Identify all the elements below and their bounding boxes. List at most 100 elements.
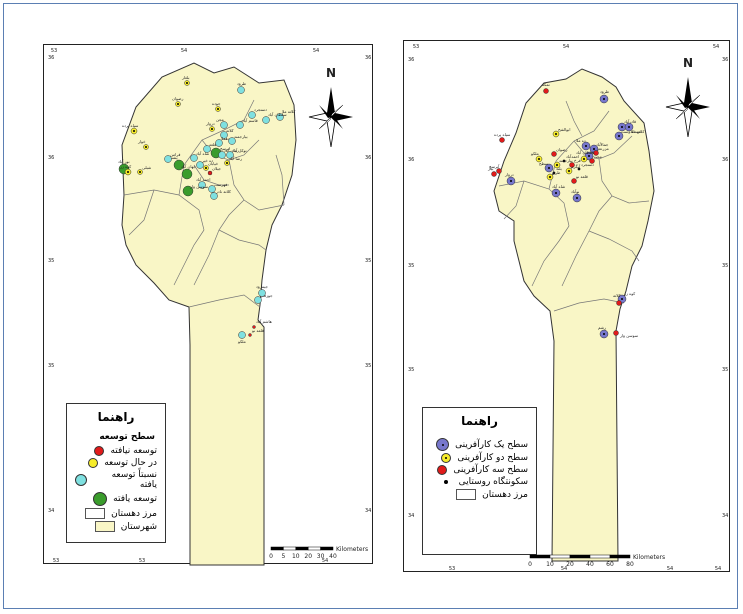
right-legend: راهنما سطح یک کارآفرینی سطح دو کارآفرینی س… xyxy=(422,407,537,555)
place-label: دستجرد xyxy=(254,107,267,112)
place-label: تمکه xyxy=(542,82,550,87)
legend-label: مرز دهستان xyxy=(482,489,528,500)
scale-tick-label: 20 xyxy=(566,561,574,568)
legend-label: در حال توسعه xyxy=(104,458,157,468)
grid-label-right: 35 xyxy=(722,263,728,269)
scale-tick-label: 40 xyxy=(586,561,594,568)
settlement-center-dot xyxy=(186,82,188,84)
place-label: بیار xyxy=(487,166,493,171)
right-map-svg: 53 54 54 53 54 54 54 36 36 36 36 35 35 35 35 34 34 طرود ت… xyxy=(408,44,728,572)
place-label: بیارجمند xyxy=(234,134,248,139)
grid-label-top: 53 xyxy=(413,44,419,50)
settlement-point xyxy=(207,170,213,176)
scale-tick-label: 5 xyxy=(281,553,285,560)
settlement-point xyxy=(182,185,194,197)
legend-symbol-yellow-dot xyxy=(441,453,452,463)
place-label: دروار xyxy=(205,121,215,126)
grid-label-right: 35 xyxy=(365,258,371,264)
scale-segment xyxy=(549,554,571,559)
place-label: قلعه نو xyxy=(575,174,588,179)
scale-tick-label: 60 xyxy=(606,561,614,568)
scale-segment xyxy=(307,546,321,551)
legend-item: سطح دو کارآفرینی xyxy=(431,453,528,463)
legend-symbol-box-white xyxy=(456,489,477,500)
place-label: قاسم آباد xyxy=(242,118,258,123)
settlement-center-dot xyxy=(556,164,558,166)
left-settlement-points: طرود بلغار رضوان دروار سیاه پرده خوار جوده کلات… xyxy=(118,75,295,344)
settlement-point xyxy=(551,151,557,157)
settlement-point xyxy=(252,325,256,329)
grid-label-top: 54 xyxy=(313,48,319,54)
scale-unit-label: Kilometers xyxy=(336,546,368,553)
legend-item: توسعه نیافته xyxy=(75,446,157,456)
settlement-center-dot xyxy=(510,180,512,182)
settlement-center-dot xyxy=(211,128,213,130)
north-label: N xyxy=(683,56,693,70)
scale-segment xyxy=(320,546,334,551)
settlement-point xyxy=(613,330,619,336)
north-label: N xyxy=(326,66,336,80)
settlement-center-dot xyxy=(603,333,605,335)
place-label: طرود xyxy=(237,81,246,86)
settlement-point xyxy=(543,88,549,94)
legend-item: مرز دهستان xyxy=(431,489,528,500)
legend-symbol-cyan xyxy=(75,474,87,486)
grid-label-bottom: 53 xyxy=(449,566,455,572)
scale-tick-label: 10 xyxy=(292,553,300,560)
figure-frame xyxy=(3,3,738,609)
settlement-point xyxy=(593,150,599,156)
place-label: احمدآباد xyxy=(566,154,579,159)
grid-label-right: 36 xyxy=(722,57,728,63)
place-label: فهرست xyxy=(214,182,227,187)
legend-label: توسعه یافته xyxy=(113,494,157,504)
grid-label-left: 35 xyxy=(48,363,54,369)
place-label: مجن xyxy=(594,154,602,159)
settlement-center-dot xyxy=(576,197,578,199)
legend-symbol-dot xyxy=(443,480,448,484)
place-label: سلطان آباد xyxy=(576,150,595,155)
right-grid-labels: 53 54 54 53 54 54 54 36 36 36 36 35 35 35 35 34 34 xyxy=(408,44,728,572)
grid-label-left: 35 xyxy=(408,263,414,269)
grid-label-bottom: 53 xyxy=(139,558,145,564)
settlement-point xyxy=(616,300,622,306)
grid-label-top: 54 xyxy=(713,44,719,50)
settlement-point xyxy=(228,137,236,145)
grid-label-bottom: 54 xyxy=(561,566,567,572)
place-label: کلاته نادر xyxy=(215,189,231,194)
legend-item: در حال توسعه xyxy=(75,458,157,468)
right-scale-bar: 0 10 20 40 60 80 Kilometers xyxy=(528,553,670,575)
place-label: ده ملا xyxy=(576,138,586,143)
settlement-point xyxy=(164,155,172,163)
legend-label: سطح سه کارآفرینی xyxy=(453,465,528,475)
settlement-point xyxy=(238,331,246,339)
place-label: طرود xyxy=(600,89,609,94)
left-map-svg: 5354545353545436363636353535353434 طرودب… xyxy=(48,48,371,566)
place-label: قلعه xyxy=(209,142,216,147)
settlement-point xyxy=(237,86,245,94)
settlement-center-dot xyxy=(145,146,147,148)
settlement-point xyxy=(276,113,284,121)
scale-tick-label: 20 xyxy=(304,553,312,560)
left-county-shape xyxy=(121,62,297,566)
settlement-point xyxy=(577,167,581,171)
legend-symbol-red xyxy=(94,446,105,456)
settlement-center-dot xyxy=(555,192,557,194)
settlement-point xyxy=(491,171,497,177)
legend-item: سطح یک کارآفرینی xyxy=(431,438,528,451)
legend-item: سطح سه کارآفرینی xyxy=(431,465,528,475)
place-label: شاه آباد xyxy=(196,151,210,156)
place-label: کوه زر xyxy=(623,291,635,296)
place-label: قلعه نو xyxy=(251,328,264,333)
settlement-center-dot xyxy=(621,298,623,300)
left-district-boundaries xyxy=(123,99,285,308)
scale-tick-label: 0 xyxy=(528,561,532,568)
grid-label-left: 36 xyxy=(48,155,54,161)
scale-segment xyxy=(283,546,297,551)
place-label: بلغار xyxy=(181,75,190,80)
place-label: بیارجمند xyxy=(559,158,573,163)
legend-label: توسعه نیافته xyxy=(110,446,157,456)
settlement-point xyxy=(262,116,270,124)
place-label: مهماندوست xyxy=(621,129,641,134)
grid-label-right: 35 xyxy=(722,367,728,373)
legend-item: توسعه یافته xyxy=(75,492,157,506)
